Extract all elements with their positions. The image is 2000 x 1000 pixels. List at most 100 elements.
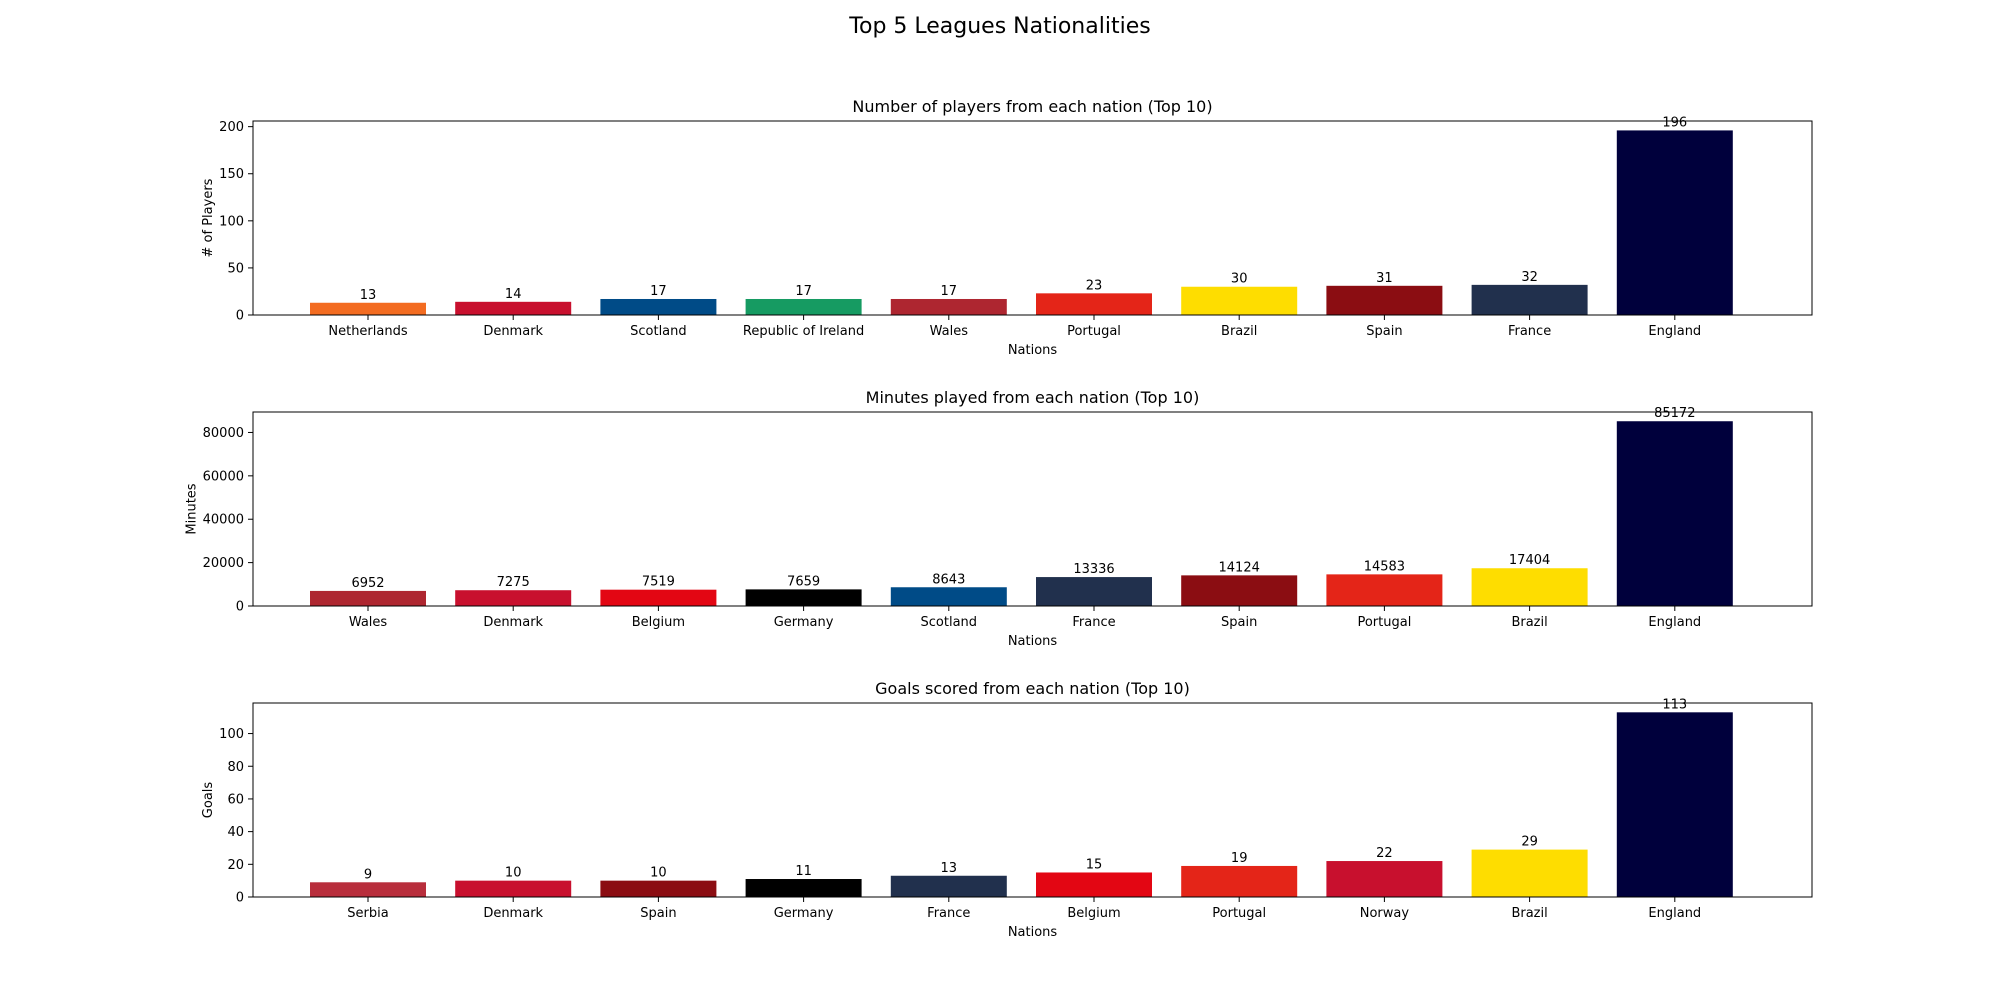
bar-england	[1616, 712, 1733, 897]
x-tick-label: Spain	[640, 906, 676, 921]
bar-portugal	[1181, 865, 1298, 897]
x-tick-label: Scotland	[921, 615, 978, 630]
y-tick-label: 50	[227, 261, 244, 276]
x-tick-label: Wales	[349, 615, 388, 630]
y-tick-label: 200	[219, 120, 244, 135]
y-tick-label: 60000	[203, 469, 244, 484]
plot-frame	[252, 120, 1813, 316]
data-label: 17	[941, 284, 958, 299]
plot-frame	[252, 411, 1813, 607]
x-tick-label: England	[1648, 906, 1701, 921]
data-label: 30	[1231, 272, 1248, 287]
x-axis-label: Nations	[1008, 634, 1058, 649]
x-tick-label: Spain	[1366, 324, 1402, 339]
y-tick-label: 0	[236, 600, 244, 615]
y-tick-label: 0	[236, 891, 244, 906]
x-tick-label: France	[1072, 615, 1115, 630]
bar-portugal	[1326, 574, 1443, 606]
data-label: 14124	[1219, 560, 1260, 575]
data-label: 196	[1662, 115, 1687, 130]
x-tick-label: Brazil	[1511, 906, 1547, 921]
x-tick-label: Portugal	[1067, 324, 1121, 339]
data-label: 6952	[351, 576, 384, 591]
y-tick-label: 40000	[203, 513, 244, 528]
x-tick-label: England	[1648, 615, 1701, 630]
x-axis-label: Nations	[1008, 343, 1058, 358]
data-label: 14	[505, 287, 522, 302]
data-label: 9	[364, 867, 372, 882]
data-label: 7659	[787, 574, 820, 589]
data-label: 13336	[1073, 562, 1114, 577]
x-tick-label: Germany	[774, 906, 834, 921]
data-label: 14583	[1364, 559, 1405, 574]
data-label: 11	[795, 864, 812, 879]
x-tick-label: Netherlands	[328, 324, 407, 339]
data-label: 8643	[932, 572, 965, 587]
data-label: 7519	[642, 575, 675, 590]
goals-chart: Goals scored from each nation (Top 10) 9 S…	[201, 679, 1813, 940]
x-tick-label: Denmark	[483, 615, 543, 630]
bar-brazil	[1471, 849, 1588, 897]
bar-republic-of-ireland	[745, 298, 862, 315]
y-axis-label: Goals	[201, 782, 216, 819]
x-tick-label: Spain	[1221, 615, 1257, 630]
bar-netherlands	[310, 302, 426, 315]
y-tick-label: 80000	[203, 426, 244, 441]
data-label: 15	[1086, 857, 1103, 872]
y-tick-label: 100	[219, 727, 244, 742]
data-label: 7275	[497, 575, 530, 590]
bar-wales	[310, 590, 426, 606]
players-chart: Number of players from each nation (Top …	[201, 97, 1813, 358]
x-axis-label: Nations	[1008, 925, 1058, 940]
bar-brazil	[1471, 568, 1588, 606]
bar-denmark	[455, 301, 572, 315]
data-label: 13	[360, 288, 377, 303]
bar-belgium	[1036, 872, 1152, 897]
x-tick-label: England	[1648, 324, 1701, 339]
bar-denmark	[455, 880, 572, 897]
y-tick-label: 150	[219, 167, 244, 182]
bar-france	[890, 875, 1007, 897]
bar-france	[1471, 284, 1588, 315]
bar-denmark	[455, 590, 572, 606]
x-tick-label: Wales	[930, 324, 969, 339]
x-tick-label: Brazil	[1221, 324, 1257, 339]
data-label: 31	[1376, 271, 1393, 286]
bar-england	[1616, 421, 1733, 606]
bar-germany	[745, 589, 862, 606]
data-label: 19	[1231, 851, 1248, 866]
x-tick-label: Portugal	[1212, 906, 1266, 921]
x-tick-label: Brazil	[1511, 615, 1547, 630]
x-tick-label: Portugal	[1357, 615, 1411, 630]
x-tick-label: Denmark	[483, 324, 543, 339]
y-axis-label: Minutes	[185, 483, 200, 534]
bar-serbia	[310, 882, 426, 897]
bar-spain	[600, 880, 717, 897]
data-label: 10	[650, 866, 667, 881]
x-tick-label: Denmark	[483, 906, 543, 921]
x-tick-label: Norway	[1360, 906, 1410, 921]
y-axis-label: # of Players	[201, 178, 216, 257]
bar-belgium	[600, 589, 717, 606]
y-tick-label: 20	[227, 858, 244, 873]
bar-spain	[1326, 285, 1443, 315]
x-tick-label: Germany	[774, 615, 834, 630]
y-tick-label: 0	[236, 309, 244, 324]
x-tick-label: Serbia	[347, 906, 388, 921]
y-tick-label: 20000	[203, 556, 244, 571]
plot-frame	[252, 702, 1813, 898]
bar-norway	[1326, 861, 1443, 897]
bar-brazil	[1181, 286, 1298, 315]
data-label: 17404	[1509, 553, 1550, 568]
bar-scotland	[890, 587, 1007, 606]
x-tick-label: France	[1508, 324, 1551, 339]
chart-title: Minutes played from each nation (Top 10)	[866, 388, 1200, 407]
data-label: 17	[650, 284, 667, 299]
chart-title: Number of players from each nation (Top …	[852, 97, 1212, 116]
data-label: 22	[1376, 846, 1393, 861]
data-label: 113	[1662, 697, 1687, 712]
data-label: 13	[941, 861, 958, 876]
y-tick-label: 100	[219, 214, 244, 229]
y-tick-label: 80	[227, 760, 244, 775]
